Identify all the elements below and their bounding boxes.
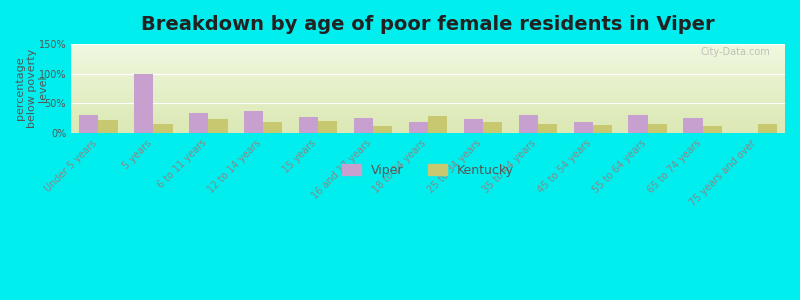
Bar — [483, 122, 502, 133]
Bar — [702, 127, 722, 133]
Y-axis label: percentage
below poverty
level: percentage below poverty level — [15, 49, 48, 128]
Text: City-Data.com: City-Data.com — [701, 46, 770, 57]
Legend: Viper, Kentucky: Viper, Kentucky — [337, 159, 519, 182]
Bar — [648, 124, 667, 133]
Bar — [154, 124, 173, 133]
Bar — [79, 115, 98, 133]
Bar — [629, 115, 648, 133]
Bar — [518, 115, 538, 133]
Bar — [428, 116, 447, 133]
Bar — [538, 124, 557, 133]
Bar — [98, 120, 118, 133]
Bar — [189, 113, 208, 133]
Title: Breakdown by age of poor female residents in Viper: Breakdown by age of poor female resident… — [142, 15, 715, 34]
Bar — [208, 119, 227, 133]
Bar — [244, 111, 263, 133]
Bar — [373, 126, 392, 133]
Bar — [409, 122, 428, 133]
Bar — [299, 117, 318, 133]
Bar — [263, 122, 282, 133]
Bar — [134, 74, 154, 133]
Bar — [758, 124, 777, 133]
Bar — [574, 122, 593, 133]
Bar — [318, 121, 338, 133]
Bar — [464, 119, 483, 133]
Bar — [683, 118, 702, 133]
Bar — [593, 125, 612, 133]
Bar — [354, 118, 373, 133]
